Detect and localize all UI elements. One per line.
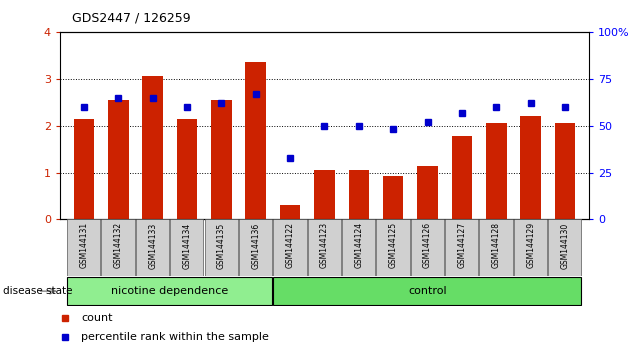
Text: GSM144136: GSM144136 — [251, 222, 260, 269]
Bar — [74, 119, 94, 219]
Text: GSM144124: GSM144124 — [354, 222, 364, 268]
Bar — [452, 136, 472, 219]
Bar — [280, 205, 301, 219]
Bar — [486, 123, 507, 219]
Bar — [211, 100, 232, 219]
Text: GSM144133: GSM144133 — [148, 222, 157, 269]
FancyBboxPatch shape — [67, 277, 272, 305]
Bar — [176, 119, 197, 219]
Text: GSM144125: GSM144125 — [389, 222, 398, 268]
FancyBboxPatch shape — [307, 219, 341, 276]
Bar — [554, 123, 575, 219]
FancyBboxPatch shape — [170, 219, 203, 276]
Bar — [348, 170, 369, 219]
Bar — [142, 76, 163, 219]
Bar — [246, 62, 266, 219]
FancyBboxPatch shape — [411, 219, 444, 276]
Bar — [417, 166, 438, 219]
FancyBboxPatch shape — [205, 219, 238, 276]
Bar — [314, 170, 335, 219]
Text: percentile rank within the sample: percentile rank within the sample — [81, 332, 269, 342]
Text: GSM144132: GSM144132 — [114, 222, 123, 268]
Text: count: count — [81, 313, 113, 323]
Text: GSM144135: GSM144135 — [217, 222, 226, 269]
Text: GDS2447 / 126259: GDS2447 / 126259 — [72, 12, 191, 25]
Text: GSM144131: GSM144131 — [79, 222, 88, 268]
Text: GSM144128: GSM144128 — [492, 222, 501, 268]
Text: GSM144129: GSM144129 — [526, 222, 535, 268]
Text: GSM144122: GSM144122 — [285, 222, 295, 268]
Text: GSM144134: GSM144134 — [183, 222, 192, 269]
Text: control: control — [408, 286, 447, 296]
FancyBboxPatch shape — [101, 219, 135, 276]
FancyBboxPatch shape — [445, 219, 478, 276]
FancyBboxPatch shape — [342, 219, 375, 276]
FancyBboxPatch shape — [548, 219, 581, 276]
Bar — [108, 100, 129, 219]
Text: nicotine dependence: nicotine dependence — [111, 286, 229, 296]
Text: GSM144123: GSM144123 — [320, 222, 329, 268]
FancyBboxPatch shape — [273, 277, 581, 305]
FancyBboxPatch shape — [273, 219, 307, 276]
Text: GSM144130: GSM144130 — [561, 222, 570, 269]
Text: GSM144127: GSM144127 — [457, 222, 466, 268]
Text: disease state: disease state — [3, 286, 72, 296]
FancyBboxPatch shape — [67, 219, 100, 276]
FancyBboxPatch shape — [376, 219, 410, 276]
Text: GSM144126: GSM144126 — [423, 222, 432, 268]
Bar — [383, 176, 403, 219]
FancyBboxPatch shape — [479, 219, 513, 276]
FancyBboxPatch shape — [514, 219, 547, 276]
Bar — [520, 116, 541, 219]
FancyBboxPatch shape — [136, 219, 169, 276]
FancyBboxPatch shape — [239, 219, 272, 276]
